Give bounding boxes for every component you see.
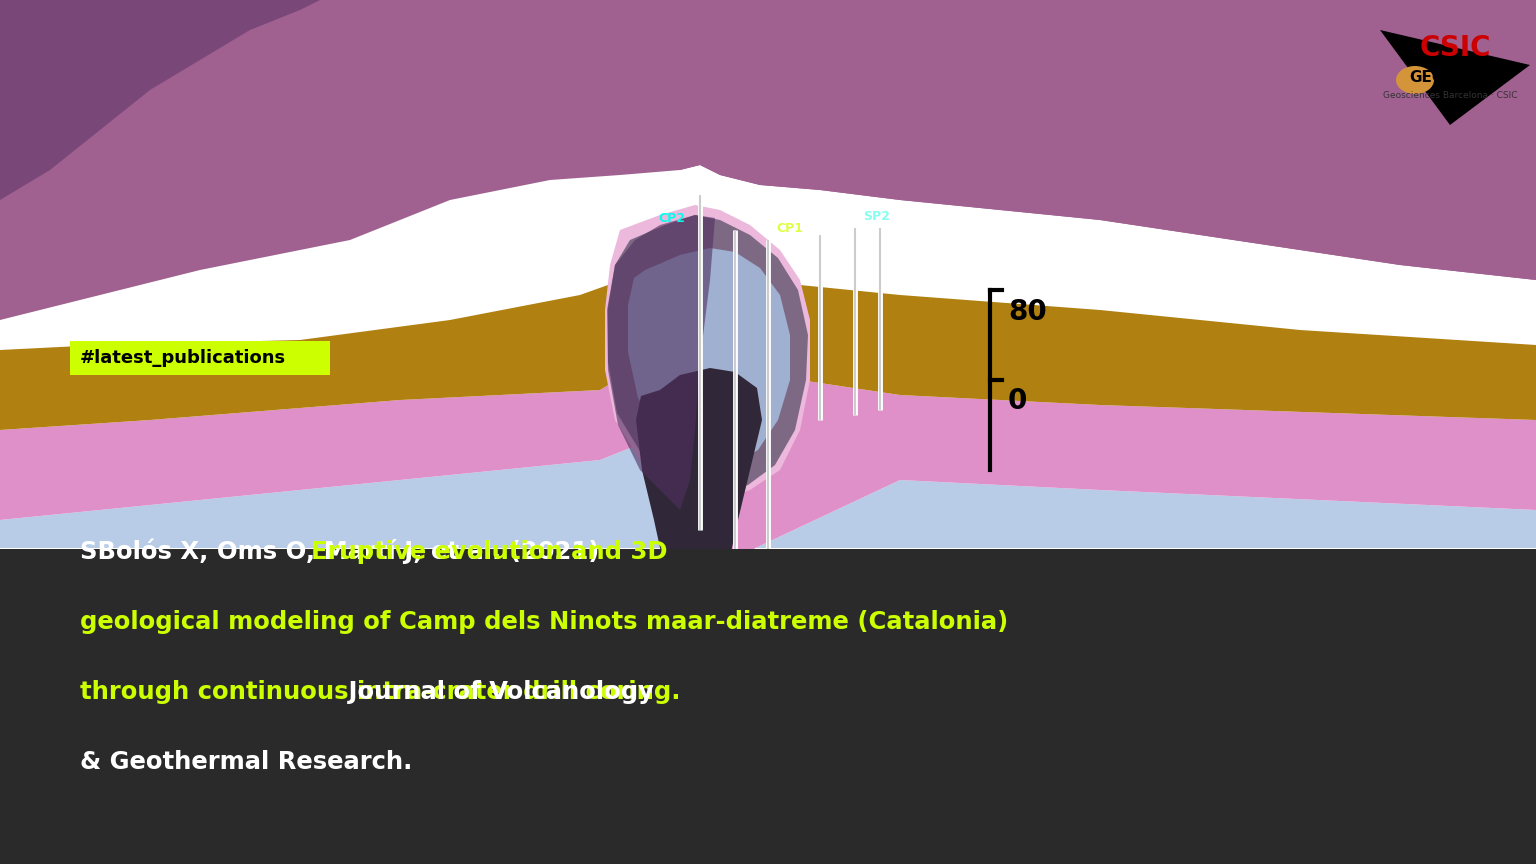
Text: CP2: CP2 bbox=[657, 212, 685, 225]
Text: CSIC: CSIC bbox=[1419, 34, 1491, 62]
Polygon shape bbox=[1379, 30, 1530, 125]
Polygon shape bbox=[0, 0, 1536, 280]
Polygon shape bbox=[0, 240, 1536, 560]
Text: #latest_publications: #latest_publications bbox=[80, 349, 286, 367]
Polygon shape bbox=[628, 248, 790, 468]
Text: GEO3BCN: GEO3BCN bbox=[1409, 71, 1491, 86]
Polygon shape bbox=[0, 420, 1536, 560]
Text: 80: 80 bbox=[1008, 298, 1046, 326]
Polygon shape bbox=[605, 205, 809, 500]
Polygon shape bbox=[636, 368, 762, 864]
Text: & Geothermal Research.: & Geothermal Research. bbox=[80, 750, 412, 774]
Text: SBolós X, Oms O, Martí J, et al. (2021): SBolós X, Oms O, Martí J, et al. (2021) bbox=[80, 538, 608, 564]
Text: CP1: CP1 bbox=[776, 222, 803, 235]
Polygon shape bbox=[608, 215, 808, 495]
Polygon shape bbox=[0, 0, 1536, 320]
Text: through continuous intra-crater drill coring.: through continuous intra-crater drill co… bbox=[80, 680, 680, 704]
Bar bbox=[0, 549, 1536, 864]
Polygon shape bbox=[0, 210, 1536, 548]
Text: Eruptive evolution and 3D: Eruptive evolution and 3D bbox=[310, 540, 668, 564]
Text: Geosciences Barcelona · CSIC: Geosciences Barcelona · CSIC bbox=[1382, 91, 1518, 99]
Bar bbox=[71, 341, 330, 375]
Polygon shape bbox=[0, 0, 319, 200]
Polygon shape bbox=[607, 215, 714, 510]
Text: 0: 0 bbox=[1008, 387, 1028, 415]
Text: SP2: SP2 bbox=[863, 210, 889, 223]
Ellipse shape bbox=[1396, 66, 1435, 94]
Text: CP4: CP4 bbox=[705, 177, 733, 190]
Text: geological modeling of Camp dels Ninots maar-diatreme (Catalonia): geological modeling of Camp dels Ninots … bbox=[80, 610, 1008, 634]
Text: Journal of Volcanology: Journal of Volcanology bbox=[339, 680, 654, 704]
